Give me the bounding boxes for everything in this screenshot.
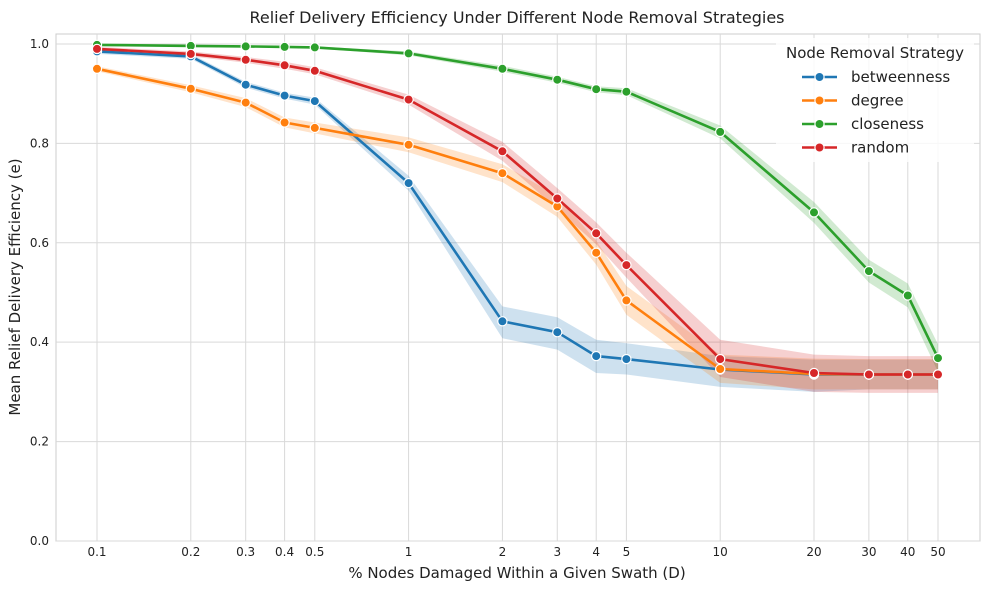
data-point-random (591, 228, 602, 239)
data-point-random (863, 369, 875, 380)
x-tick-label: 1 (405, 545, 413, 559)
data-point-closeness (902, 290, 914, 301)
legend-swatch-marker (814, 95, 825, 106)
legend-item-closeness: closeness (802, 115, 924, 133)
data-point-betweenness (240, 79, 251, 90)
x-tick-label: 40 (900, 545, 915, 559)
y-tick-label: 0.0 (30, 534, 49, 548)
data-point-degree (621, 295, 632, 306)
confidence-band-random (97, 46, 938, 393)
legend-label: random (851, 139, 909, 157)
legend-items: betweenness degree closeness random (802, 68, 950, 157)
data-point-random (552, 193, 563, 204)
data-point-betweenness (621, 353, 632, 365)
data-point-degree (309, 122, 320, 134)
y-axis-ticks: 0.0 0.2 0.4 0.6 0.8 1.0 (30, 37, 49, 548)
legend: Node Removal Strategy betweenness degree c… (776, 38, 974, 162)
legend-item-betweenness: betweenness (802, 68, 950, 86)
grid (56, 34, 980, 542)
legend-item-random: random (802, 139, 909, 157)
data-point-closeness (497, 63, 508, 75)
data-point-degree (715, 363, 726, 375)
data-point-closeness (279, 41, 290, 53)
x-tick-label: 30 (861, 545, 876, 559)
data-point-random (808, 367, 820, 379)
data-point-random (279, 60, 290, 71)
data-point-betweenness (309, 95, 320, 107)
data-point-closeness (621, 86, 632, 97)
x-tick-label: 0.2 (181, 545, 200, 559)
data-point-random (902, 369, 914, 380)
series-markers (91, 39, 944, 380)
chart-title: Relief Delivery Efficiency Under Differe… (249, 8, 784, 27)
x-tick-label: 0.4 (275, 545, 294, 559)
data-point-betweenness (497, 316, 508, 327)
legend-item-degree: degree (802, 92, 904, 110)
data-point-random (621, 259, 632, 271)
y-tick-label: 1.0 (30, 37, 49, 51)
x-tick-label: 2 (499, 545, 507, 559)
data-point-random (91, 43, 103, 55)
y-axis-label: Mean Relief Delivery Efficiency (e) (6, 158, 24, 415)
y-tick-label: 0.6 (30, 236, 49, 250)
data-point-closeness (863, 265, 875, 277)
x-tick-label: 10 (713, 545, 728, 559)
data-point-closeness (403, 48, 414, 59)
data-point-random (932, 369, 944, 380)
x-tick-label: 5 (623, 545, 631, 559)
data-point-closeness (715, 126, 726, 138)
x-axis-label: % Nodes Damaged Within a Given Swath (D) (348, 564, 685, 582)
legend-label: betweenness (851, 68, 950, 86)
data-point-degree (185, 83, 196, 94)
legend-swatch-marker (814, 118, 825, 130)
data-point-closeness (932, 352, 944, 364)
data-point-betweenness (403, 177, 414, 189)
data-point-random (309, 65, 320, 77)
x-tick-label: 50 (930, 545, 945, 559)
data-point-betweenness (591, 350, 602, 362)
x-axis-ticks: 0.1 0.2 0.3 0.4 0.5 1 2 3 4 5 10 20 30 40 50 (87, 545, 945, 559)
x-tick-label: 20 (806, 545, 821, 559)
x-tick-label: 3 (553, 545, 561, 559)
y-tick-label: 0.4 (30, 335, 49, 349)
data-point-degree (91, 63, 103, 75)
data-point-degree (591, 247, 602, 258)
data-point-closeness (552, 74, 563, 85)
data-point-random (240, 54, 251, 66)
data-point-betweenness (279, 90, 290, 101)
legend-label: degree (851, 92, 904, 110)
data-point-random (715, 353, 726, 365)
data-point-random (497, 146, 508, 157)
data-point-degree (240, 97, 251, 108)
y-tick-label: 0.2 (30, 435, 49, 449)
legend-swatch-marker (814, 142, 825, 153)
data-point-random (403, 94, 414, 105)
y-tick-label: 0.8 (30, 136, 49, 150)
legend-swatch-marker (814, 71, 825, 83)
legend-title: Node Removal Strategy (786, 44, 964, 62)
data-point-closeness (309, 42, 320, 53)
x-tick-label: 0.5 (305, 545, 324, 559)
data-point-degree (279, 117, 290, 128)
data-point-degree (403, 139, 414, 150)
data-point-random (185, 48, 196, 60)
x-tick-label: 0.3 (236, 545, 255, 559)
data-point-closeness (591, 83, 602, 95)
data-point-closeness (240, 41, 251, 52)
x-tick-label: 4 (592, 545, 600, 559)
data-point-degree (497, 167, 508, 179)
data-point-closeness (808, 207, 820, 218)
legend-label: closeness (851, 115, 924, 133)
data-point-betweenness (552, 327, 563, 338)
x-tick-label: 0.1 (87, 545, 106, 559)
